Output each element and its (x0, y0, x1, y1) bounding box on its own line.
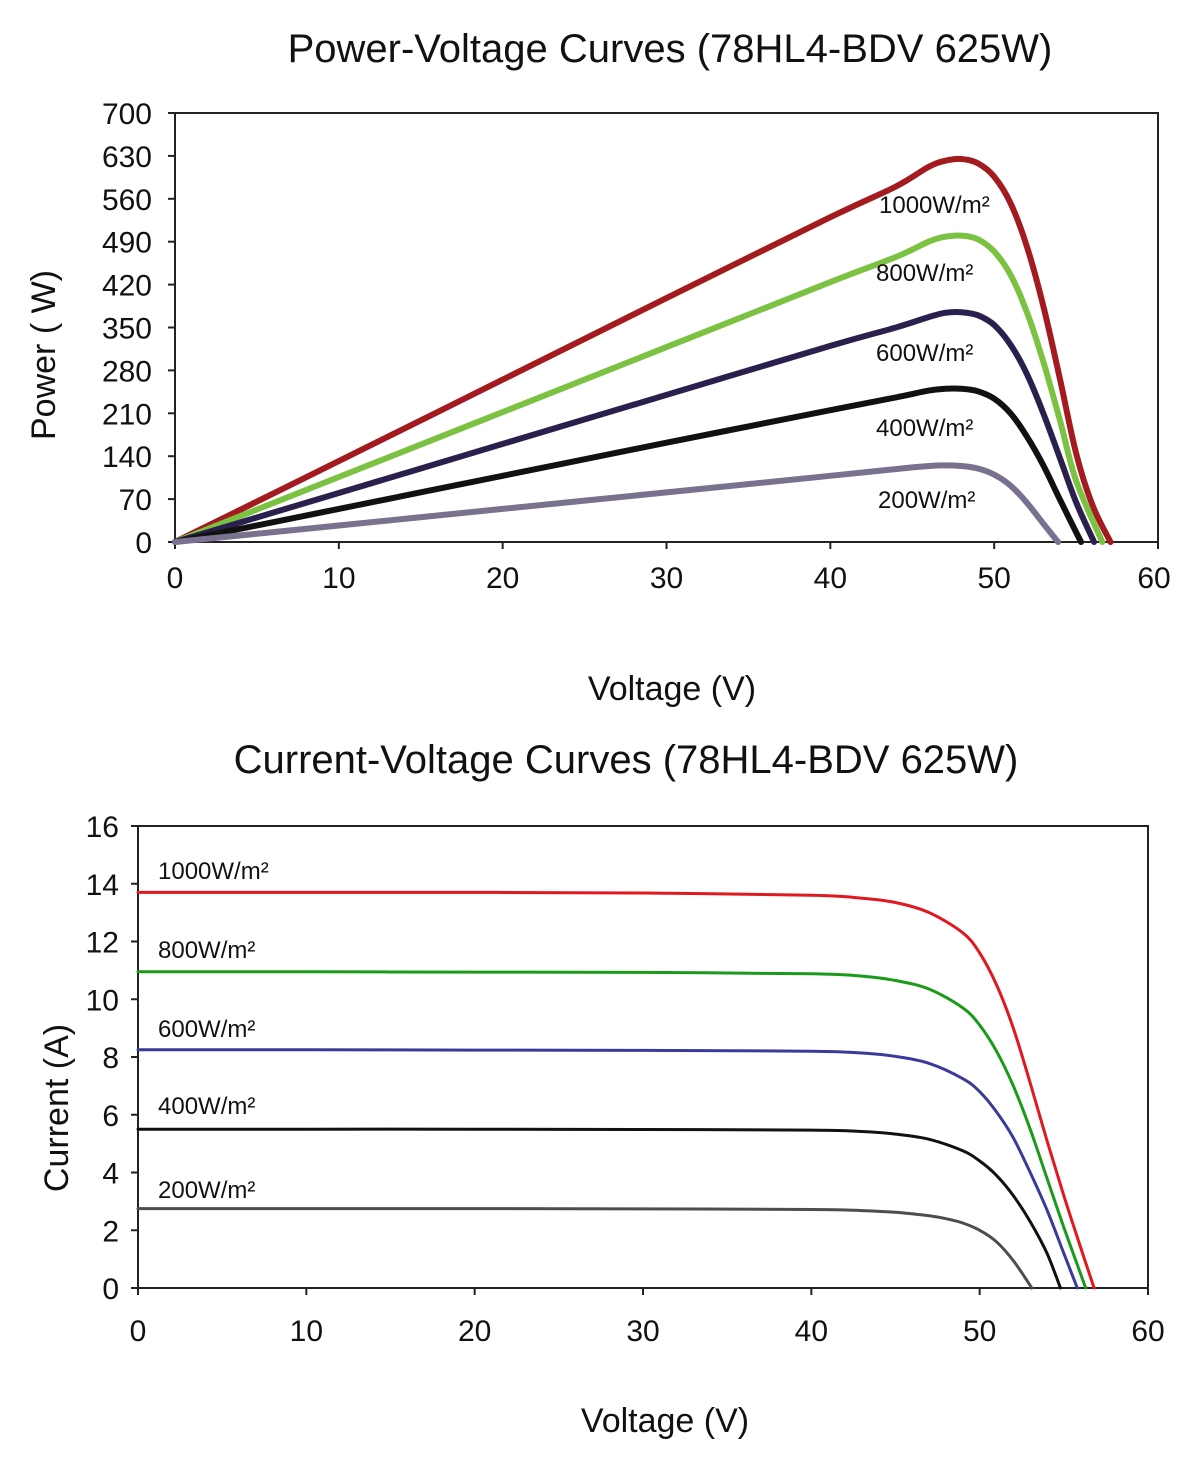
pv-x-tick-label: 20 (486, 562, 519, 595)
pv-series-line-800w (172, 232, 1106, 545)
iv-series-label: 1000W/m² (158, 858, 269, 885)
pv-y-tick-label: 350 (102, 313, 152, 346)
iv-x-tick-label: 20 (458, 1315, 491, 1348)
iv-series-label: 200W/m² (158, 1177, 255, 1204)
pv-x-tick-label: 0 (167, 562, 184, 595)
pv-series-label: 600W/m² (876, 340, 973, 367)
power-voltage-chart: Power-Voltage Curves (78HL4-BDV 625W) 0 70… (25, 27, 1171, 708)
iv-y-tick-label: 4 (102, 1158, 119, 1191)
pv-y-tick-label: 700 (102, 98, 152, 131)
iv-y-axis-label: Current (A) (38, 1024, 76, 1192)
iv-y-tick-label: 10 (86, 984, 119, 1017)
pv-x-axis-label: Voltage (V) (588, 670, 756, 708)
pv-y-tick-label: 560 (102, 184, 152, 217)
pv-y-tick-label: 280 (102, 355, 152, 388)
iv-series-line-800w (136, 970, 1088, 1290)
pv-plot-frame (174, 112, 1159, 543)
iv-plot-frame (137, 825, 1149, 1289)
pv-y-tick-label: 420 (102, 270, 152, 303)
pv-y-tick-label: 490 (102, 227, 152, 260)
iv-series-line-600w (136, 1048, 1079, 1290)
pv-series-label: 800W/m² (876, 260, 973, 287)
pv-series-line-200w (172, 462, 1062, 545)
pv-y-tick-label: 0 (135, 527, 152, 560)
pv-y-tick-label: 70 (119, 484, 152, 517)
iv-series-line-400w (136, 1127, 1062, 1290)
pv-x-tick-label: 10 (322, 562, 355, 595)
pv-y-axis-label: Power ( W) (25, 270, 63, 440)
iv-y-tick-label: 12 (86, 927, 119, 960)
iv-y-tick-label: 6 (102, 1100, 119, 1133)
iv-y-tick-label: 0 (102, 1273, 119, 1306)
pv-series-line-600w (172, 309, 1098, 545)
pv-y-tick-label: 140 (102, 441, 152, 474)
pv-y-tick-label: 210 (102, 398, 152, 431)
iv-chart-title: Current-Voltage Curves (78HL4-BDV 625W) (234, 738, 1019, 782)
iv-series-line-1000w (136, 890, 1096, 1290)
iv-y-tick-label: 16 (86, 811, 119, 844)
iv-x-tick-label: 40 (795, 1315, 828, 1348)
pv-series-line-1000w (172, 155, 1114, 545)
iv-y-tick-label: 2 (102, 1215, 119, 1248)
pv-series-label: 1000W/m² (879, 192, 990, 219)
pv-x-tick-label: 40 (814, 562, 847, 595)
iv-series-label: 400W/m² (158, 1093, 255, 1120)
iv-series-line-200w (136, 1207, 1034, 1290)
iv-series-label: 600W/m² (158, 1016, 255, 1043)
current-voltage-chart: Current-Voltage Curves (78HL4-BDV 625W) 0… (38, 738, 1165, 1440)
iv-x-tick-label: 0 (130, 1315, 147, 1348)
pv-chart-title: Power-Voltage Curves (78HL4-BDV 625W) (288, 27, 1053, 71)
iv-y-tick-label: 8 (102, 1042, 119, 1075)
iv-x-axis-label: Voltage (V) (581, 1402, 749, 1440)
iv-x-tick-label: 50 (963, 1315, 996, 1348)
iv-series-label: 800W/m² (158, 937, 255, 964)
pv-x-tick-label: 30 (650, 562, 683, 595)
pv-series-label: 200W/m² (878, 487, 975, 514)
pv-y-tick-label: 630 (102, 141, 152, 174)
pv-series-label: 400W/m² (876, 415, 973, 442)
pv-x-tick-label: 50 (977, 562, 1010, 595)
pv-series-line-400w (172, 385, 1084, 545)
iv-x-tick-label: 60 (1131, 1315, 1164, 1348)
pv-x-tick-label: 60 (1137, 562, 1170, 595)
iv-x-tick-label: 30 (626, 1315, 659, 1348)
iv-x-tick-label: 10 (290, 1315, 323, 1348)
iv-y-tick-label: 14 (86, 869, 119, 902)
